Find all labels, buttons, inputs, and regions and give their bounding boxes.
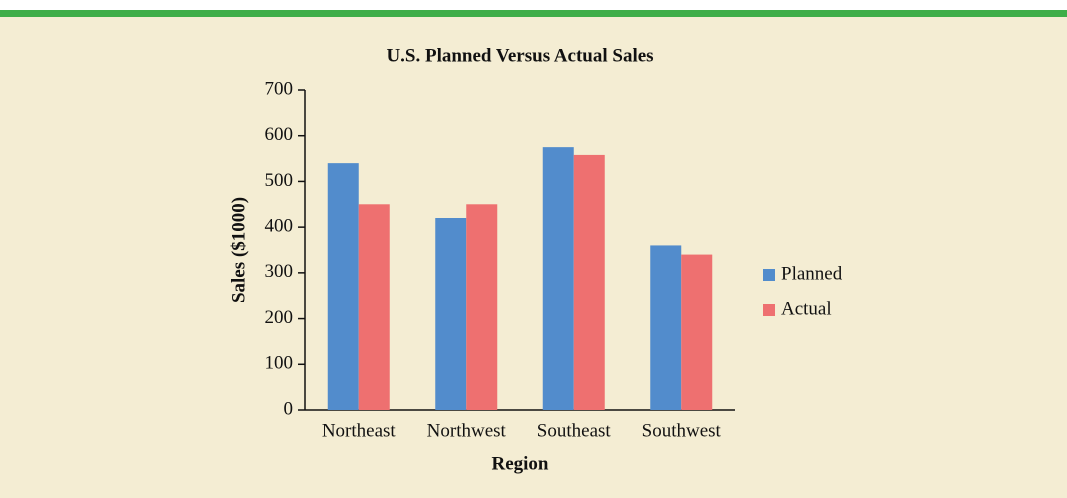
- bar: [466, 204, 498, 410]
- bar: [435, 218, 467, 410]
- y-tick-label: 500: [265, 170, 294, 191]
- chart-title: U.S. Planned Versus Actual Sales: [386, 45, 653, 66]
- bar: [650, 245, 682, 410]
- bar: [327, 163, 359, 410]
- background: [0, 10, 1067, 498]
- x-tick-label: Southeast: [537, 420, 612, 441]
- y-tick-label: 0: [284, 398, 294, 419]
- bar: [542, 147, 574, 410]
- y-tick-label: 300: [265, 261, 294, 282]
- legend-label: Planned: [781, 263, 843, 284]
- y-tick-label: 700: [265, 78, 294, 99]
- y-tick-label: 100: [265, 353, 294, 374]
- y-axis-label: Sales ($1000): [228, 197, 249, 303]
- y-tick-label: 600: [265, 124, 294, 145]
- top-rule: [0, 10, 1067, 17]
- legend-label: Actual: [781, 298, 832, 319]
- bar: [358, 204, 390, 410]
- x-tick-label: Northwest: [427, 420, 507, 441]
- legend-swatch: [763, 304, 775, 316]
- x-tick-label: Southwest: [642, 420, 722, 441]
- y-tick-label: 200: [265, 307, 294, 328]
- y-tick-label: 400: [265, 216, 294, 237]
- legend-swatch: [763, 269, 775, 281]
- x-tick-label: Northeast: [322, 420, 397, 441]
- bar: [681, 254, 713, 410]
- bar: [573, 154, 605, 410]
- x-axis-label: Region: [492, 453, 549, 474]
